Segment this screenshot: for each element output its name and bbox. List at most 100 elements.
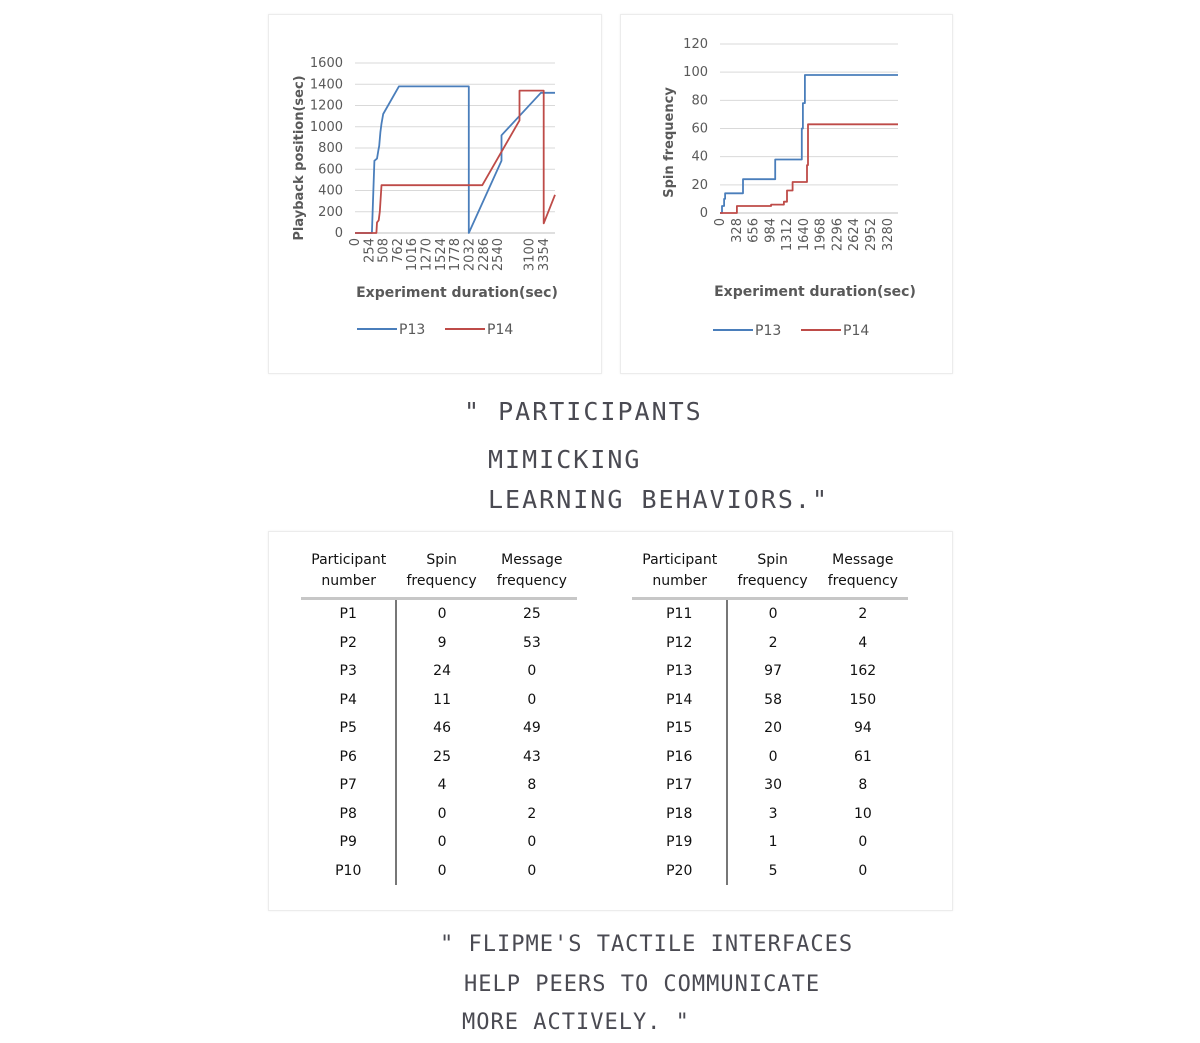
column-header-spin: Spin frequency — [396, 550, 487, 600]
y-tick-label: 20 — [691, 178, 708, 193]
participant-cell: P18 — [632, 799, 729, 828]
x-tick-label: 1270 — [420, 238, 435, 271]
participant-cell: P13 — [632, 657, 729, 686]
participant-cell: P5 — [301, 714, 398, 743]
x-tick-label: 0 — [348, 238, 363, 246]
message-cell: 94 — [853, 720, 872, 737]
y-tick-label: 60 — [691, 122, 708, 137]
y-axis-title: Playback position(sec) — [292, 75, 307, 240]
spin-cell: 0 — [437, 862, 447, 879]
frequency-table-right: Participant number Spin frequency Message f… — [632, 550, 908, 885]
legend-label-p14: P14 — [487, 322, 513, 338]
spin-cell: 97 — [764, 663, 782, 680]
participant-cell: P3 — [301, 657, 398, 686]
spin-cell: 0 — [437, 834, 447, 851]
series-line-p13 — [355, 85, 555, 234]
spin-cell: 4 — [437, 777, 447, 794]
quote-line: " PARTICIPANTS — [464, 397, 703, 426]
x-tick-label: 1016 — [405, 238, 420, 271]
legend-label-p14: P14 — [843, 323, 869, 339]
quote-flipme-interfaces: " FLIPME'S TACTILE INTERFACES HELP PEERS… — [440, 928, 870, 1040]
table-row: P15 20 94 — [632, 714, 908, 743]
x-tick-label: 3280 — [881, 218, 896, 251]
x-axis-title: Experiment duration(sec) — [356, 285, 558, 301]
message-cell: 8 — [527, 777, 537, 794]
quote-line: HELP PEERS TO COMMUNICATE — [464, 972, 821, 997]
x-tick-label: 0 — [713, 218, 728, 226]
message-cell: 0 — [527, 834, 537, 851]
message-cell: 25 — [522, 606, 541, 623]
x-axis-title: Experiment duration(sec) — [714, 284, 916, 300]
spin-cell: 0 — [768, 748, 778, 765]
x-tick-label: 762 — [391, 238, 406, 263]
participant-cell: P17 — [632, 771, 729, 800]
message-cell: 0 — [527, 691, 537, 708]
spin-cell: 25 — [433, 748, 451, 765]
table-row: P17 30 8 — [632, 771, 908, 800]
table-row: P7 4 8 — [301, 771, 577, 800]
y-tick-label: 1000 — [310, 120, 343, 135]
x-tick-label: 2952 — [864, 218, 879, 251]
quote-line: " FLIPME'S TACTILE INTERFACES — [440, 932, 854, 957]
series-line-p14 — [720, 123, 898, 214]
message-cell: 0 — [858, 834, 868, 851]
participant-cell: P6 — [301, 742, 398, 771]
y-tick-label: 1200 — [310, 99, 343, 114]
message-cell: 0 — [858, 862, 868, 879]
x-tick-label: 508 — [377, 238, 392, 263]
x-tick-label: 254 — [362, 238, 377, 263]
y-tick-label: 800 — [318, 141, 343, 156]
message-cell: 0 — [527, 663, 537, 680]
message-cell: 61 — [853, 748, 872, 765]
y-tick-label: 0 — [700, 206, 708, 221]
quote-line: MORE ACTIVELY. " — [462, 1010, 690, 1035]
legend-label-p13: P13 — [399, 322, 425, 338]
y-tick-label: 100 — [683, 65, 708, 80]
column-header-participant: Participant number — [301, 550, 397, 600]
column-header-message: Message frequency — [486, 550, 577, 600]
message-cell: 8 — [858, 777, 868, 794]
quote-line: LEARNING BEHAVIORS." — [488, 485, 830, 514]
spin-cell: 0 — [437, 606, 447, 623]
frequency-table-left: Participant number Spin frequency Message f… — [301, 550, 577, 885]
y-tick-label: 1400 — [310, 77, 343, 92]
x-tick-label: 3354 — [537, 238, 552, 271]
frequency-table-card: Participant number Spin frequency Message f… — [268, 531, 953, 911]
table-header-row: Participant number Spin frequency Message f… — [301, 550, 577, 600]
x-tick-label: 1312 — [780, 218, 795, 251]
x-tick-label: 2286 — [477, 238, 492, 271]
message-cell: 2 — [527, 805, 537, 822]
column-header-participant: Participant number — [632, 550, 728, 600]
table-row: P1 0 25 — [301, 598, 577, 629]
x-tick-label: 328 — [730, 218, 745, 243]
participant-cell: P10 — [301, 856, 398, 885]
table-row: P5 46 49 — [301, 714, 577, 743]
series-line-p13 — [720, 74, 898, 214]
message-cell: 150 — [849, 691, 877, 708]
participant-cell: P19 — [632, 828, 729, 857]
x-tick-label: 1640 — [797, 218, 812, 251]
table-row: P3 24 0 — [301, 657, 577, 686]
playback-chart-card: 0 200 400 600 800 1000 1200 1400 1600 0 254 508 762 1… — [268, 14, 602, 374]
y-axis-title: Spin frequency — [662, 87, 677, 198]
x-tick-label: 2624 — [847, 218, 862, 251]
spin-cell: 1 — [768, 834, 778, 851]
table-row: P19 1 0 — [632, 828, 908, 857]
y-tick-label: 600 — [318, 162, 343, 177]
spin-cell: 11 — [433, 691, 451, 708]
table-row: P4 11 0 — [301, 685, 577, 714]
table-header-row: Participant number Spin frequency Message f… — [632, 550, 908, 600]
column-header-message: Message frequency — [817, 550, 908, 600]
spin-cell: 9 — [437, 634, 447, 651]
message-cell: 162 — [849, 663, 877, 680]
message-cell: 2 — [858, 606, 868, 623]
y-tick-label: 0 — [335, 226, 343, 241]
participant-cell: P15 — [632, 714, 729, 743]
x-tick-label: 1778 — [448, 238, 463, 271]
spin-cell: 0 — [437, 805, 447, 822]
participant-cell: P4 — [301, 685, 398, 714]
x-tick-label: 2296 — [830, 218, 845, 251]
y-tick-label: 80 — [691, 93, 708, 108]
table-row: P8 0 2 — [301, 799, 577, 828]
